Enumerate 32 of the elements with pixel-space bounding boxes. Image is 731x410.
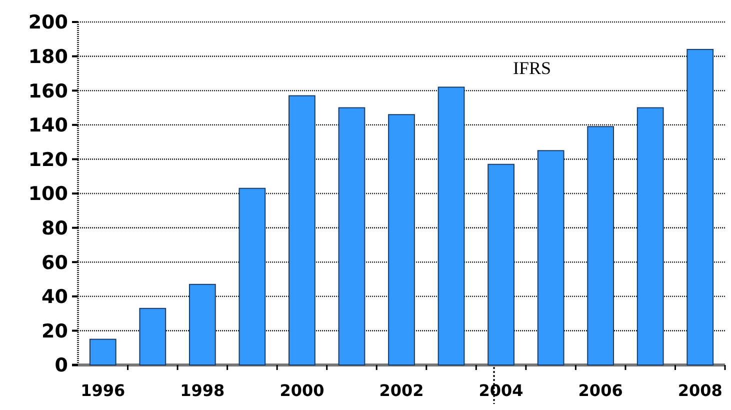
annotation: IFRS bbox=[513, 58, 552, 78]
bar bbox=[587, 126, 614, 366]
bar bbox=[89, 338, 116, 366]
y-tick-label: 20 bbox=[42, 320, 68, 342]
x-tick-label: 2004 bbox=[478, 381, 524, 400]
bar bbox=[438, 86, 465, 366]
x-tick-label: 1996 bbox=[80, 381, 126, 400]
bar bbox=[636, 107, 664, 366]
y-tick-label: 180 bbox=[28, 46, 68, 68]
y-tick-label: 0 bbox=[54, 354, 68, 377]
bar bbox=[686, 48, 714, 366]
bar bbox=[537, 150, 564, 366]
x-tick-label: 2002 bbox=[379, 381, 424, 400]
x-tick-label: 1998 bbox=[180, 381, 225, 400]
bar bbox=[238, 188, 266, 366]
y-tick-label: 200 bbox=[28, 12, 68, 34]
x-tick-label: 2008 bbox=[678, 381, 722, 400]
bar bbox=[139, 308, 166, 366]
bar bbox=[188, 284, 216, 366]
y-tick-label: 80 bbox=[42, 217, 68, 240]
bar bbox=[288, 95, 316, 366]
x-tick-label: 2006 bbox=[578, 381, 623, 400]
y-tick-label: 60 bbox=[42, 252, 68, 274]
bar bbox=[338, 107, 366, 366]
bar bbox=[488, 164, 514, 366]
y-tick-label: 160 bbox=[28, 80, 68, 102]
y-tick-label: 120 bbox=[28, 148, 68, 171]
bar bbox=[388, 114, 415, 366]
x-tick-label: 2000 bbox=[280, 381, 324, 400]
y-tick-label: 100 bbox=[28, 183, 68, 206]
y-tick-label: 140 bbox=[28, 114, 68, 137]
y-tick-label: 40 bbox=[42, 286, 68, 308]
